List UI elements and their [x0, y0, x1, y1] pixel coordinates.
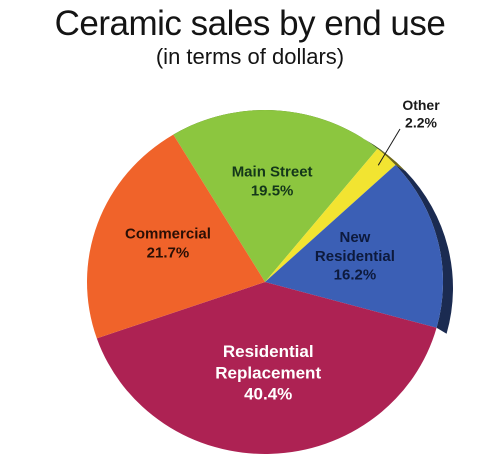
chart-subtitle: (in terms of dollars) [155, 44, 345, 69]
slice-label-main-street: Main Street 19.5% [232, 164, 313, 200]
slice-rim-new-residential [395, 164, 453, 334]
chart-title: Ceramic sales by end use [54, 4, 446, 43]
slice-label-residential-replacement: Residential Replacement 40.4% [215, 342, 321, 404]
pie-slice-residential-replacement [96, 282, 437, 454]
pie-slice-main-street [173, 110, 378, 282]
slice-label-other: Other 2.2% [402, 97, 440, 131]
slice-label-new-residential: New Residential 16.2% [315, 229, 395, 284]
pie-slice-other [265, 148, 396, 282]
pie-slice-commercial [87, 134, 265, 339]
pie-slice-new-residential [265, 164, 443, 328]
slice-label-commercial: Commercial 21.7% [125, 226, 211, 262]
leader-line-other [377, 128, 401, 166]
